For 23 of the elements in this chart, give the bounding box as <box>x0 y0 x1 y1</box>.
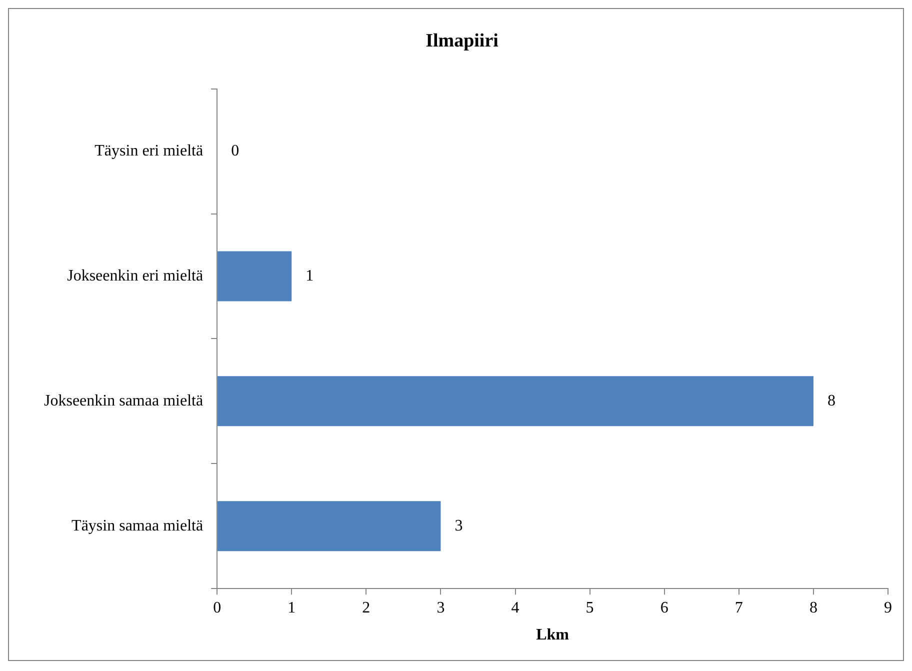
bar <box>218 251 292 302</box>
x-tick-label: 9 <box>884 599 892 616</box>
data-label: 1 <box>306 267 314 284</box>
data-label: 0 <box>231 142 240 160</box>
y-tick-label: Täysin eri mieltä <box>94 142 204 160</box>
y-tick-label: Jokseenkin eri mieltä <box>67 267 204 284</box>
y-tick-label: Täysin samaa mieltä <box>72 517 204 534</box>
x-tick-label: 0 <box>213 599 222 616</box>
x-tick-label: 8 <box>809 599 818 616</box>
chart-title: Ilmapiiri <box>426 30 498 52</box>
data-label: 8 <box>827 392 836 410</box>
bar <box>218 501 441 552</box>
y-tick-label: Jokseenkin samaa mieltä <box>44 392 204 410</box>
x-tick-label: 3 <box>436 599 445 616</box>
data-label: 3 <box>454 517 463 534</box>
x-tick-label: 7 <box>734 599 743 616</box>
x-tick-label: 6 <box>660 599 668 616</box>
x-axis-title: Lkm <box>536 626 570 644</box>
bar <box>218 376 814 426</box>
x-tick-label: 5 <box>586 599 594 616</box>
x-tick-label: 2 <box>362 599 370 616</box>
x-tick-label: 4 <box>511 599 520 616</box>
x-tick-label: 1 <box>288 599 296 616</box>
